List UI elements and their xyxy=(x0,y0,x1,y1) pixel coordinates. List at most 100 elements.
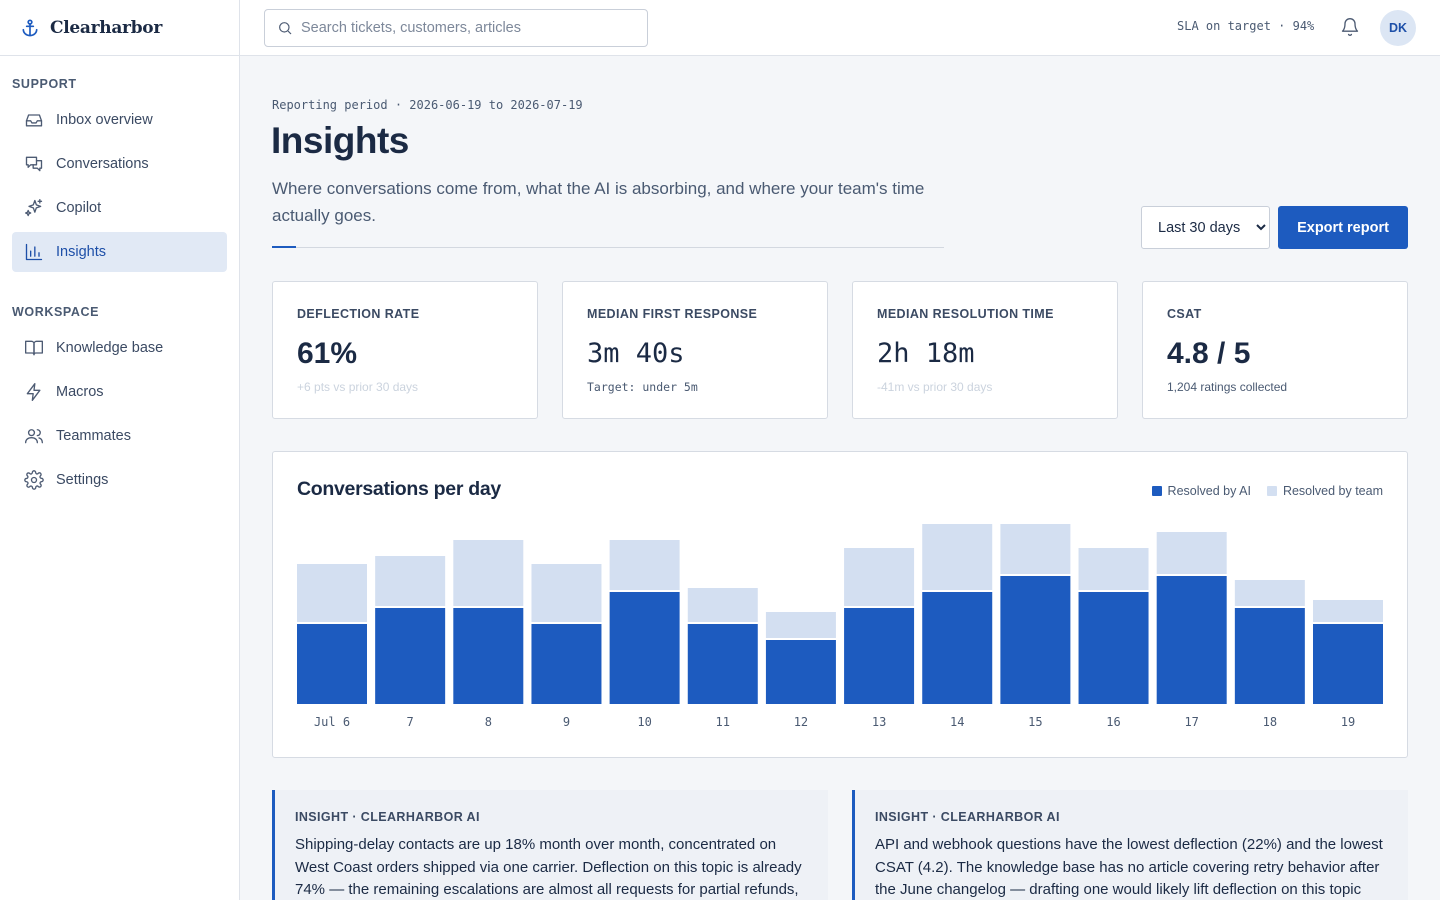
bar-ai-3 xyxy=(453,608,524,704)
bar-ai-1 xyxy=(297,624,367,704)
search-input[interactable] xyxy=(301,20,621,36)
kpi-label: MEDIAN RESOLUTION TIME xyxy=(877,307,1054,321)
bar-team-9 xyxy=(922,524,993,590)
sidebar-item-teammates[interactable]: Teammates xyxy=(12,416,227,456)
sidebar-item-label: Inbox overview xyxy=(56,112,153,128)
kpi-label: MEDIAN FIRST RESPONSE xyxy=(587,307,758,321)
inbox-icon xyxy=(25,114,43,127)
bar-ai-6 xyxy=(687,624,758,704)
chart-plot: Jul 6 7 8 9 10 11 12 13 14 15 16 17 18 19 xyxy=(297,524,1383,729)
bar-ai-8 xyxy=(844,608,915,704)
bar-ai-12 xyxy=(1156,576,1227,704)
bar-team-7 xyxy=(765,612,836,638)
sidebar-item-conversations[interactable]: Conversations xyxy=(12,144,227,184)
bar-ai-9 xyxy=(922,592,993,704)
bar-team-13 xyxy=(1234,580,1305,606)
x-tick-label: 15 xyxy=(1028,715,1042,729)
legend-item-ai: Resolved by AI xyxy=(1151,484,1251,498)
bar-team-2 xyxy=(375,556,446,606)
bar-team-11 xyxy=(1078,548,1149,590)
sidebar-item-knowledge-base[interactable]: Knowledge base xyxy=(12,328,227,368)
x-tick-label: 11 xyxy=(716,715,730,729)
export-report-button[interactable]: Export report xyxy=(1278,206,1408,249)
brand-name: Clearharbor xyxy=(50,17,162,38)
bar-team-10 xyxy=(1000,524,1071,574)
x-tick-label: 14 xyxy=(950,715,964,729)
sidebar-item-insights[interactable]: Insights xyxy=(12,232,227,272)
nav-heading-workspace: WORKSPACE xyxy=(12,305,100,319)
book-icon xyxy=(25,340,43,356)
sidebar-item-label: Knowledge base xyxy=(56,340,164,356)
bar-team-5 xyxy=(609,540,680,590)
bar-team-12 xyxy=(1156,532,1227,574)
legend-label: Resolved by team xyxy=(1282,484,1383,498)
kpi-label: DEFLECTION RATE xyxy=(297,307,420,321)
x-tick-label: 10 xyxy=(637,715,651,729)
sidebar-item-settings[interactable]: Settings xyxy=(12,460,227,500)
users-icon xyxy=(25,429,43,444)
bar-ai-10 xyxy=(1000,576,1071,704)
kpi-value: 2h 18m xyxy=(877,338,975,369)
nav-heading-support: SUPPORT xyxy=(12,77,77,91)
chart-legend: Resolved by AI Resolved by team xyxy=(1136,484,1383,498)
notifications-button[interactable] xyxy=(1340,17,1360,37)
sidebar-item-label: Settings xyxy=(56,472,109,488)
kpi-note: 1,204 ratings collected xyxy=(1167,380,1288,394)
bar-ai-14 xyxy=(1313,624,1383,704)
bar-ai-7 xyxy=(765,640,836,704)
sidebar-item-inbox-overview[interactable]: Inbox overview xyxy=(12,100,227,140)
x-tick-label: 12 xyxy=(794,715,808,729)
topbar: SLA on target · 94% DK xyxy=(240,0,1440,56)
kpi-note: -41m vs prior 30 days xyxy=(877,380,993,394)
kpi-median-resolution-time: MEDIAN RESOLUTION TIME 2h 18m -41m vs pr… xyxy=(852,281,1118,419)
bell-icon xyxy=(1341,18,1359,36)
chart-title: Conversations per day xyxy=(297,478,501,500)
page-title: Insights xyxy=(271,120,409,161)
sidebar-item-label: Copilot xyxy=(56,200,102,216)
header-divider xyxy=(272,247,944,248)
date-range-select[interactable]: Last 30 days xyxy=(1141,206,1270,249)
sla-status: SLA on target · 94% xyxy=(1177,19,1315,33)
legend-swatch-ai xyxy=(1151,486,1162,496)
legend-swatch-team xyxy=(1266,486,1277,496)
bar-ai-2 xyxy=(375,608,446,704)
insight-label: INSIGHT · CLEARHARBOR AI xyxy=(295,810,480,824)
brand[interactable]: Clearharbor xyxy=(0,0,239,56)
kpi-value: 3m 40s xyxy=(587,338,685,369)
kpi-value: 4.8 / 5 xyxy=(1167,337,1251,370)
header-divider-accent xyxy=(272,246,296,248)
bar-team-6 xyxy=(687,588,758,622)
page-subtitle: Where conversations come from, what the … xyxy=(272,179,925,225)
bar-chart-icon xyxy=(25,243,43,261)
sidebar-item-macros[interactable]: Macros xyxy=(12,372,227,412)
x-tick-label: 18 xyxy=(1263,715,1277,729)
bolt-icon xyxy=(26,383,41,401)
sidebar-item-copilot[interactable]: Copilot xyxy=(12,188,227,228)
gear-icon xyxy=(24,470,44,490)
insight-text: Shipping-delay contacts are up 18% month… xyxy=(295,836,802,898)
main-content: Reporting period · 2026-06-19 to 2026-07… xyxy=(240,56,1440,900)
x-tick-label: 17 xyxy=(1184,715,1198,729)
x-tick-label: 7 xyxy=(407,715,414,729)
sidebar-item-label: Teammates xyxy=(56,428,131,444)
insight-card-shipping: INSIGHT · CLEARHARBOR AI Shipping-delay … xyxy=(272,790,828,900)
sidebar-item-label: Conversations xyxy=(56,156,149,172)
search-box[interactable] xyxy=(264,9,648,47)
insight-card-api: INSIGHT · CLEARHARBOR AI API and webhook… xyxy=(852,790,1408,900)
bar-ai-5 xyxy=(609,592,680,704)
bar-team-4 xyxy=(531,564,602,622)
x-tick-label: 13 xyxy=(872,715,886,729)
chat-icon xyxy=(25,156,43,172)
conversations-chart-card: Conversations per day Resolved by AI Res… xyxy=(272,451,1408,758)
kpi-note: Target: under 5m xyxy=(587,380,698,394)
sidebar: Clearharbor SUPPORT Inbox overview Conve… xyxy=(0,0,240,900)
search-icon xyxy=(279,22,292,35)
avatar[interactable]: DK xyxy=(1380,10,1416,46)
kpi-note: +6 pts vs prior 30 days xyxy=(297,380,419,394)
kpi-csat: CSAT 4.8 / 5 1,204 ratings collected xyxy=(1142,281,1408,419)
legend-label: Resolved by AI xyxy=(1167,484,1251,498)
reporting-period: Reporting period · 2026-06-19 to 2026-07… xyxy=(272,98,583,112)
sidebar-item-label: Insights xyxy=(56,244,106,260)
legend-item-team: Resolved by team xyxy=(1266,484,1383,498)
bar-ai-13 xyxy=(1234,608,1305,704)
